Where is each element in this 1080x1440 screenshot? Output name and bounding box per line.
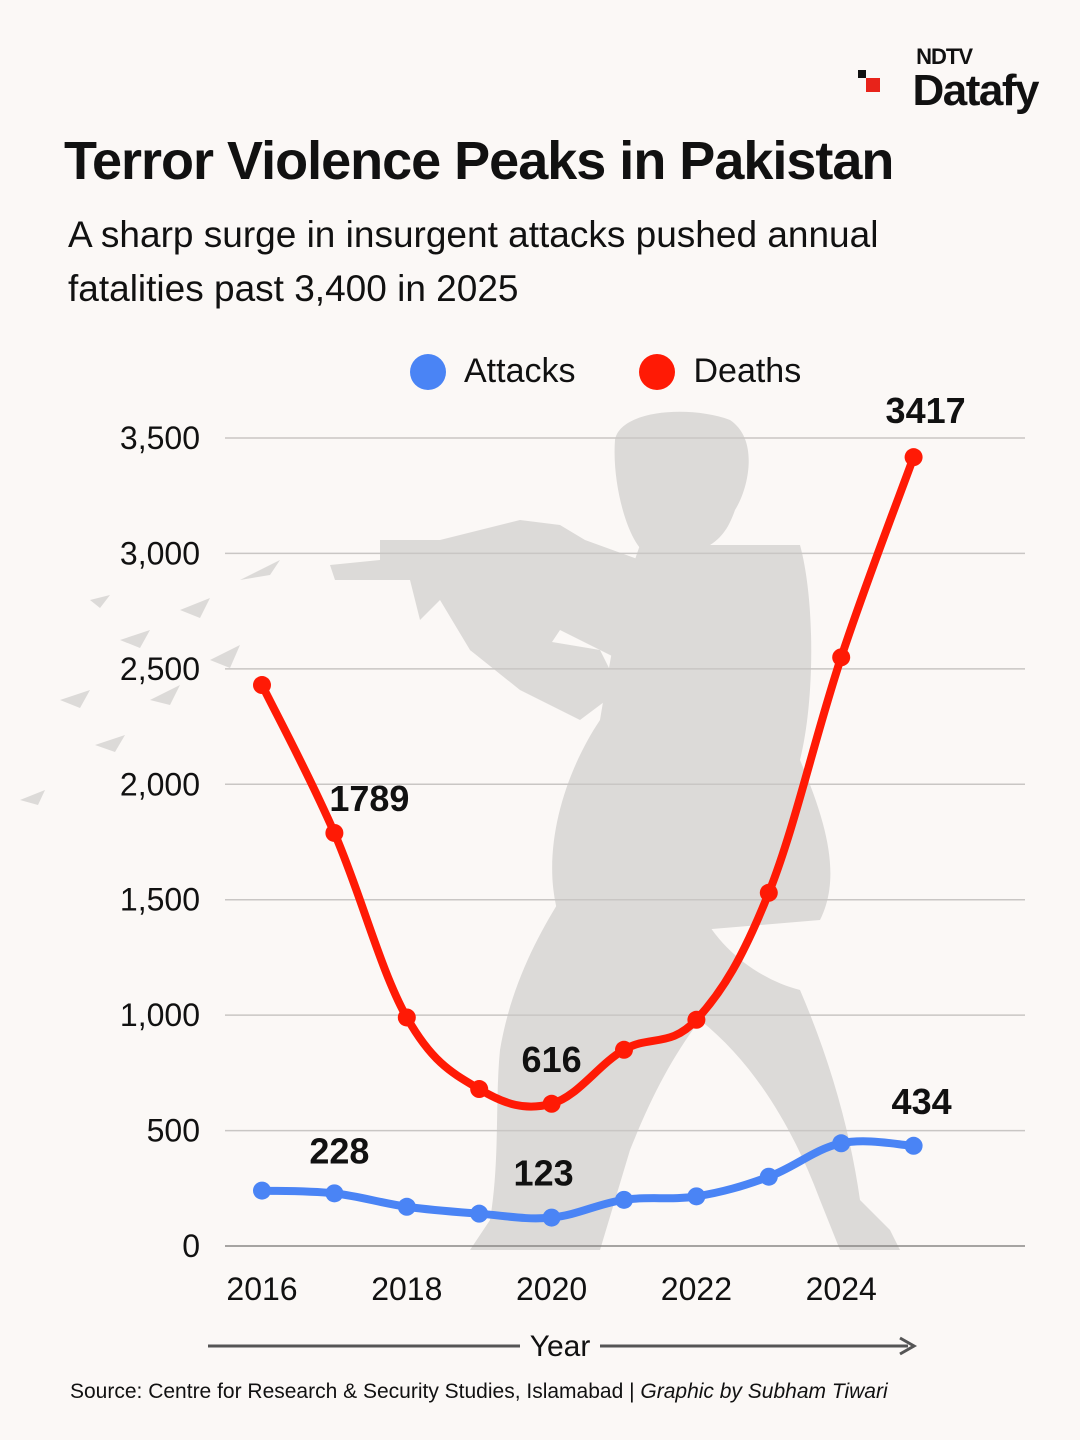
data-point-attacks xyxy=(397,1197,416,1216)
brand-logo: NDTV Datafy xyxy=(858,44,1040,124)
data-point-deaths xyxy=(397,1008,416,1027)
data-label-attacks: 228 xyxy=(309,1130,369,1171)
x-axis-title-group: Year xyxy=(208,1330,918,1363)
y-tick-label: 2,000 xyxy=(120,766,200,802)
soldier-silhouette xyxy=(20,411,900,1250)
data-point-attacks xyxy=(615,1190,633,1209)
legend-label-attacks: Attacks xyxy=(464,352,576,390)
logo-ndtv: NDTV xyxy=(916,44,973,69)
data-point-attacks xyxy=(759,1167,778,1186)
data-label-attacks: 434 xyxy=(892,1081,952,1122)
y-axis-ticks: 0 500 1,000 1,500 2,000 2,500 3,000 3,500 xyxy=(120,420,200,1264)
data-label-deaths: 616 xyxy=(522,1039,582,1080)
series-line-attacks xyxy=(258,1137,918,1223)
data-point-deaths xyxy=(470,1080,489,1099)
legend: Attacks Deaths xyxy=(410,352,865,391)
x-axis-title: Year xyxy=(530,1330,591,1363)
data-point-attacks xyxy=(904,1136,923,1155)
arrow-right-icon xyxy=(899,1336,918,1356)
data-point-deaths xyxy=(759,883,778,902)
data-point-deaths xyxy=(904,448,923,467)
source-note: Source: Centre for Research & Security S… xyxy=(70,1380,1030,1404)
series-layer xyxy=(253,448,923,1227)
data-point-attacks xyxy=(832,1134,851,1153)
series-line-deaths xyxy=(258,453,918,1111)
y-tick-label: 1,500 xyxy=(120,882,200,918)
y-tick-label: 2,500 xyxy=(120,651,200,687)
data-labels: 228 123 434 1789 616 3417 xyxy=(309,390,965,1193)
graphic-credit: Graphic by Subham Tiwari xyxy=(640,1380,888,1403)
gridlines xyxy=(225,437,1025,1247)
y-tick-label: 3,500 xyxy=(120,420,200,456)
data-label-deaths: 1789 xyxy=(329,778,409,819)
data-point-attacks xyxy=(253,1181,271,1200)
legend-item-attacks: Attacks xyxy=(410,352,575,391)
y-tick-label: 500 xyxy=(147,1113,200,1149)
y-tick-label: 3,000 xyxy=(120,535,200,571)
data-point-attacks xyxy=(470,1204,489,1223)
data-point-deaths xyxy=(542,1094,561,1113)
data-label-deaths: 3417 xyxy=(886,390,966,431)
data-point-deaths xyxy=(832,648,851,667)
logo-mark-dark xyxy=(858,70,866,78)
x-tick-label: 2016 xyxy=(226,1271,297,1307)
legend-item-deaths: Deaths xyxy=(639,352,801,391)
data-point-attacks xyxy=(325,1184,344,1203)
data-point-deaths xyxy=(253,676,271,695)
chart-subtitle: A sharp surge in insurgent attacks pushe… xyxy=(68,214,879,309)
data-label-attacks: 123 xyxy=(514,1153,574,1194)
data-point-attacks xyxy=(687,1187,706,1206)
legend-label-deaths: Deaths xyxy=(693,352,802,390)
data-point-attacks xyxy=(542,1208,561,1227)
x-tick-label: 2022 xyxy=(661,1271,732,1307)
logo-datafy: Datafy xyxy=(912,66,1040,115)
legend-dot-attacks xyxy=(410,353,446,390)
x-tick-label: 2020 xyxy=(516,1271,587,1307)
data-point-deaths xyxy=(325,823,344,842)
y-tick-label: 1,000 xyxy=(120,997,200,1033)
chart-title: Terror Violence Peaks in Pakistan xyxy=(64,131,894,191)
x-tick-label: 2024 xyxy=(806,1271,877,1307)
x-tick-label: 2018 xyxy=(371,1271,442,1307)
data-point-deaths xyxy=(615,1040,633,1059)
legend-dot-deaths xyxy=(639,353,676,390)
x-axis-ticks: 2016 2018 2020 2022 2024 xyxy=(226,1271,876,1307)
data-point-deaths xyxy=(687,1010,706,1029)
logo-mark-red xyxy=(866,78,880,92)
source-text: Source: Centre for Research & Security S… xyxy=(70,1380,641,1403)
y-tick-label: 0 xyxy=(182,1228,200,1264)
